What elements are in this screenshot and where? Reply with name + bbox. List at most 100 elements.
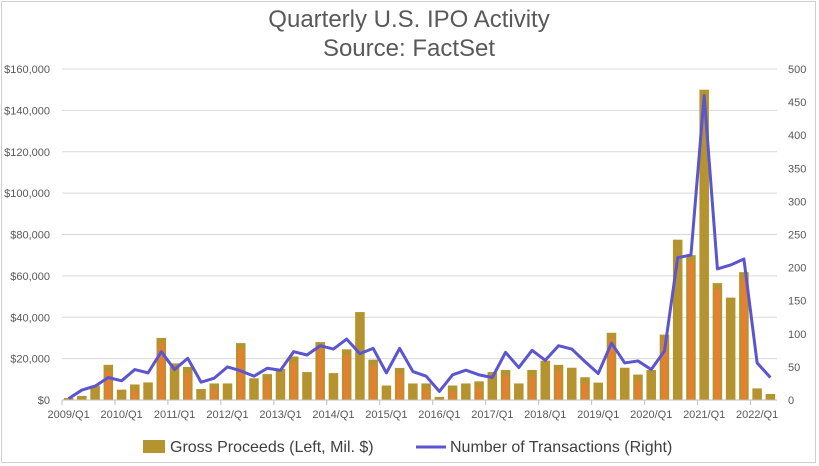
- x-tick-label: 2016/Q1: [418, 409, 460, 421]
- bar-overlay: [383, 391, 390, 400]
- bar-overlay: [92, 391, 98, 400]
- y-left-tick-label: $140,000: [4, 105, 50, 117]
- bar-overlay: [264, 380, 270, 400]
- legend-label-line: Number of Transactions (Right): [450, 439, 672, 456]
- bar-overlay: [555, 370, 562, 400]
- bar-overlay: [502, 376, 509, 400]
- y-left-tick-label: $160,000: [4, 64, 50, 76]
- bar-overlay: [449, 391, 456, 400]
- x-tick-label: 2014/Q1: [312, 409, 354, 421]
- bar-overlay: [105, 370, 112, 400]
- bar-overlay: [304, 378, 310, 400]
- y-right-tick-label: 400: [788, 130, 806, 142]
- bar-overlay: [343, 355, 350, 400]
- x-tick-label: 2009/Q1: [48, 409, 90, 421]
- bar-overlay: [357, 318, 363, 400]
- bar-overlay: [489, 378, 496, 400]
- y-right-tick-label: 300: [788, 196, 806, 208]
- y-right-tick-label: 0: [788, 395, 794, 407]
- bar-overlay: [529, 376, 535, 400]
- bar-overlay: [118, 395, 125, 400]
- x-tick-label: 2012/Q1: [206, 409, 248, 421]
- y-right-tick-label: 200: [788, 263, 806, 275]
- y-left-tick-label: $40,000: [10, 312, 50, 324]
- bar-overlay: [145, 388, 151, 400]
- x-tick-label: 2010/Q1: [100, 409, 142, 421]
- x-tick-label: 2013/Q1: [259, 409, 301, 421]
- y-left-tick-label: $0: [38, 395, 50, 407]
- bar-overlay: [621, 373, 628, 400]
- bar-overlay: [224, 389, 231, 400]
- bar: [196, 389, 206, 400]
- bar-overlay: [198, 395, 204, 400]
- bar-overlay: [595, 388, 602, 400]
- y-right-tick-label: 250: [788, 230, 806, 242]
- bar: [765, 394, 776, 400]
- bar-overlay: [370, 365, 376, 400]
- bar-overlay: [251, 384, 257, 400]
- bar-overlay: [754, 394, 760, 400]
- y-left-tick-label: $120,000: [4, 147, 50, 159]
- bar-overlay: [171, 369, 178, 400]
- bar-overlay: [516, 389, 522, 400]
- x-tick-label: 2017/Q1: [471, 409, 513, 421]
- bar-overlay: [132, 390, 138, 400]
- x-tick-label: 2011/Q1: [154, 409, 195, 421]
- x-tick-label: 2018/Q1: [524, 409, 566, 421]
- transactions-line: [67, 93, 772, 400]
- bar-overlay: [542, 366, 549, 400]
- y-right-tick-label: 450: [788, 97, 806, 109]
- y-right-tick-label: 500: [788, 64, 806, 76]
- bar-overlay: [741, 278, 747, 400]
- bar: [752, 388, 762, 400]
- bar-overlay: [648, 376, 654, 400]
- bar-overlay: [410, 389, 416, 400]
- bar-overlay: [674, 245, 681, 400]
- bar: [63, 397, 74, 400]
- bar-overlay: [701, 95, 707, 400]
- bar-overlay: [185, 372, 191, 400]
- bar-overlay: [277, 374, 284, 400]
- bar-overlay: [635, 380, 641, 400]
- legend-swatch-bar: [143, 440, 165, 453]
- bar: [434, 396, 445, 400]
- y-left-tick-label: $100,000: [4, 188, 50, 200]
- y-left-tick-label: $80,000: [10, 230, 50, 242]
- bar-overlay: [688, 261, 694, 400]
- x-tick-label: 2015/Q1: [365, 409, 407, 421]
- chart-subtitle: Source: FactSet: [323, 35, 495, 62]
- y-right-tick-label: 150: [788, 296, 806, 308]
- bar-overlay: [476, 387, 482, 400]
- y-right-tick-label: 100: [788, 329, 806, 341]
- bar-overlay: [608, 338, 615, 400]
- bar-overlay: [158, 343, 165, 400]
- y-right-tick-label: 350: [788, 163, 806, 175]
- bar-overlay: [330, 379, 337, 400]
- bar-overlay: [582, 383, 588, 400]
- y-left-tick-label: $20,000: [10, 354, 50, 366]
- legend: Gross Proceeds (Left, Mil. $) Number of …: [143, 439, 672, 456]
- bar-overlay: [211, 389, 218, 400]
- bar-overlay: [661, 340, 668, 400]
- chart-title: Quarterly U.S. IPO Activity: [268, 6, 549, 33]
- legend-label-bar: Gross Proceeds (Left, Mil. $): [170, 439, 374, 456]
- x-tick-label: 2019/Q1: [577, 409, 619, 421]
- bar-overlay: [317, 348, 323, 400]
- bar: [116, 389, 127, 400]
- bar-overlay: [290, 362, 297, 400]
- bar: [77, 395, 87, 400]
- bar-overlay: [569, 373, 575, 400]
- bar-overlay: [727, 303, 734, 400]
- x-tick-label: 2021/Q1: [683, 409, 725, 421]
- x-tick-label: 2022/Q1: [736, 409, 778, 421]
- bar-overlay: [463, 389, 469, 400]
- bar-overlay: [423, 389, 429, 400]
- bar-overlay: [237, 349, 244, 400]
- bar-overlay: [396, 373, 403, 400]
- x-tick-label: 2020/Q1: [630, 409, 672, 421]
- y-left-tick-label: $60,000: [10, 271, 50, 283]
- y-right-tick-label: 50: [788, 362, 800, 374]
- bar-overlay: [714, 289, 721, 400]
